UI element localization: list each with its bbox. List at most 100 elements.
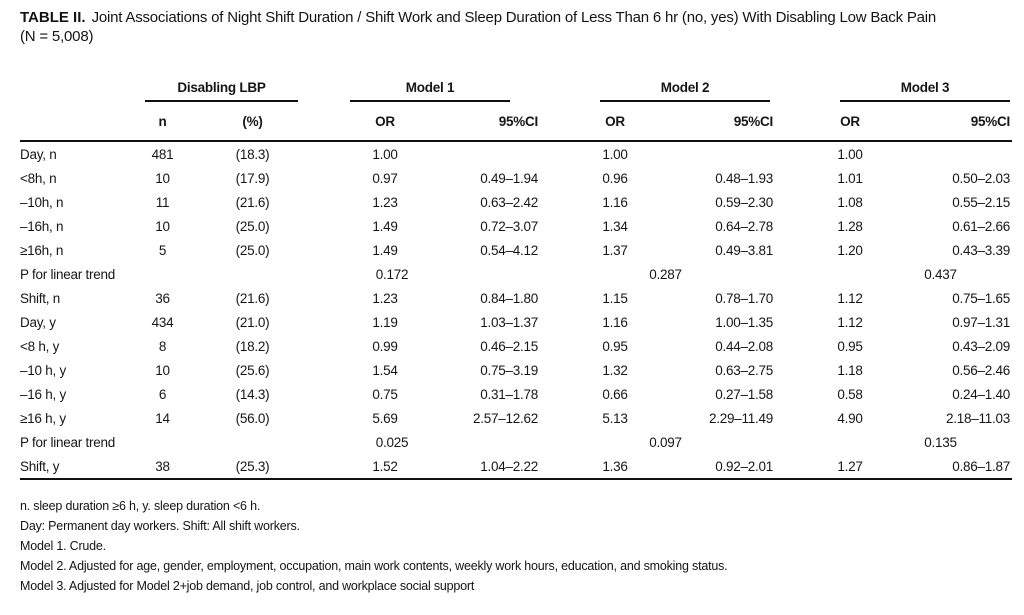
table-row: ≥16 h, y 14 (56.0) 5.69 2.57–12.62 5.13 2.29–1… [20,406,1012,430]
cell-row-label: ≥16 h, y [20,410,66,426]
cell-n [140,430,185,454]
cell-or-model1: 0.75 [372,386,398,402]
cell-ci-model1: 0.31–1.78 [480,386,539,402]
cell-row-label: Shift, n [20,290,61,306]
cell-ci-model3: 0.86–1.87 [952,458,1011,474]
cell-p-trend-model3: 0.437 [924,266,957,282]
cell-n: 10 [155,362,170,378]
footnote-abbreviations: n. sleep duration ≥6 h, y. sleep duratio… [20,499,261,513]
cell-or-model1: 1.49 [372,218,398,234]
cell-p-trend-model2: 0.287 [649,266,682,282]
cell-ci-model3: 2.18–11.03 [945,410,1011,426]
cell-or-model1: 1.19 [372,314,398,330]
cell-or-model1: 1.23 [372,290,398,306]
cell-pct: (18.2) [235,338,270,354]
cell-or-model3: 4.90 [837,410,863,426]
cell-n: 481 [151,146,174,162]
cell-pct: (17.9) [235,170,270,186]
cell-or-model1: 5.69 [372,410,398,426]
cell-or-model3: 1.27 [837,458,863,474]
table-row: ≥16h, n 5 (25.0) 1.49 0.54–4.12 1.37 0.49–3.81… [20,238,1012,262]
cell-row-label: <8h, n [20,170,57,186]
cell-or-model3: 1.00 [837,146,863,162]
cell-p-trend-model3: 0.135 [924,434,957,450]
cell-row-label: P for linear trend [20,434,116,450]
cell-p-trend-model1: 0.172 [375,266,409,282]
footnotes: n. sleep duration ≥6 h, y. sleep duratio… [20,496,1012,596]
table-body: Day, n 481 (18.3) 1.00 1.00 1.00 <8h, n 10 (17.9… [20,141,1012,479]
cell-or-model1: 1.49 [372,242,398,258]
cell-row-label: Day, y [20,314,56,330]
cell-or-model2: 1.36 [602,458,628,474]
cell-ci-model3: 0.75–1.65 [952,290,1011,306]
col-group-model2-label: Model 2 [600,80,771,102]
cell-pct: (21.0) [235,314,270,330]
cell-pct [185,430,320,454]
cell-n [140,262,185,286]
cell-n: 14 [155,410,170,426]
cell-or-model1: 1.52 [372,458,398,474]
cell-or-model2: 1.00 [602,146,628,162]
col-header-or-model3: OR [840,113,860,129]
cell-pct: (21.6) [235,290,270,306]
group-header-row: Disabling LBP Model 1 Model 2 Model 3 [20,76,1012,102]
table-row: –10 h, y 10 (25.6) 1.54 0.75–3.19 1.32 0.63–2.… [20,358,1012,382]
cell-or-model2: 1.15 [602,290,628,306]
cell-or-model3: 1.18 [837,362,863,378]
cell-ci-model2: 0.44–2.08 [715,338,774,354]
cell-n: 10 [155,218,170,234]
table-row: –10h, n 11 (21.6) 1.23 0.63–2.42 1.16 0.59–2.3… [20,190,1012,214]
cell-ci-model3: 0.43–3.39 [952,242,1011,258]
cell-or-model1: 0.99 [372,338,398,354]
cell-ci-model1: 0.72–3.07 [480,218,539,234]
cell-ci-model3: 0.55–2.15 [952,194,1011,210]
cell-ci-model3: 0.56–2.46 [952,362,1011,378]
cell-or-model2: 0.95 [602,338,628,354]
col-group-disabling-lbp: Disabling LBP [140,76,320,102]
col-header-ci-model3: 95%CI [970,113,1011,129]
cell-ci-model2: 0.92–2.01 [715,458,774,474]
table-row: Day, y 434 (21.0) 1.19 1.03–1.37 1.16 1.00–1.3… [20,310,1012,334]
cell-ci-model2: 0.78–1.70 [715,290,774,306]
cell-pct: (25.0) [235,242,270,258]
cell-n: 38 [155,458,170,474]
table-caption: Joint Associations of Night Shift Durati… [91,9,937,26]
cell-n: 5 [158,242,167,258]
col-group-model2: Model 2 [540,76,775,102]
cell-n: 36 [155,290,170,306]
cell-row-label: Day, n [20,146,57,162]
table-number: TABLE II. [20,9,86,26]
table-row: P for linear trend 0.025 0.097 0.135 [20,430,1012,454]
cell-ci-model2: 2.29–11.49 [708,410,774,426]
cell-ci-model3: 0.97–1.31 [952,314,1011,330]
cell-p-trend-model2: 0.097 [649,434,682,450]
cell-pct: (25.6) [235,362,270,378]
cell-ci-model3: 0.61–2.66 [952,218,1011,234]
cell-ci-model1: 0.46–2.15 [480,338,539,354]
table-row: –16 h, y 6 (14.3) 0.75 0.31–1.78 0.66 0.27–1.5… [20,382,1012,406]
footnote-model2: Model 2. Adjusted for age, gender, emplo… [20,559,728,573]
cell-ci-model2: 0.64–2.78 [715,218,774,234]
cell-or-model3: 1.01 [837,170,863,186]
cell-n: 434 [151,314,174,330]
cell-pct [185,262,320,286]
cell-ci-model1: 0.75–3.19 [480,362,539,378]
cell-or-model3: 1.12 [837,290,863,306]
cell-ci-model1 [450,141,540,166]
cell-or-model3: 1.28 [837,218,863,234]
table-row: Day, n 481 (18.3) 1.00 1.00 1.00 [20,141,1012,166]
footnote-model3: Model 3. Adjusted for Model 2+job demand… [20,579,475,593]
cell-or-model2: 0.96 [602,170,628,186]
cell-ci-model2: 0.63–2.75 [715,362,774,378]
cell-ci-model1: 1.03–1.37 [480,314,539,330]
col-group-disabling-lbp-label: Disabling LBP [145,80,299,102]
col-group-model1: Model 1 [320,76,540,102]
cell-or-model2: 1.34 [602,218,628,234]
table-row: Shift, n 36 (21.6) 1.23 0.84–1.80 1.15 0.78–1.… [20,286,1012,310]
cell-ci-model1: 0.84–1.80 [480,290,539,306]
cell-or-model1: 1.23 [372,194,398,210]
sub-header-row: n (%) OR 95%CI OR 95%CI OR 95%CI [20,102,1013,141]
cell-pct: (21.6) [235,194,270,210]
cell-or-model2: 1.37 [602,242,628,258]
cell-or-model3: 1.12 [837,314,863,330]
